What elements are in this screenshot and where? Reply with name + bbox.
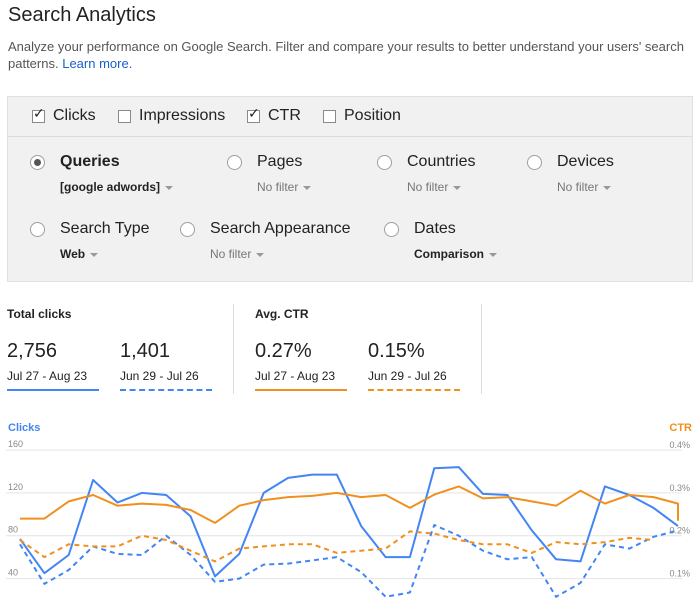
chevron-down-icon bbox=[489, 252, 498, 257]
dates-dropdown[interactable]: Comparison bbox=[414, 247, 498, 261]
avg-ctr-previous[interactable]: 0.15% Jun 29 - Jul 26 bbox=[368, 340, 460, 391]
chevron-down-icon bbox=[165, 185, 173, 190]
pages-radio[interactable] bbox=[227, 155, 242, 170]
search-appearance-label: Search Appearance bbox=[210, 220, 351, 237]
ctr-current-series-line bbox=[20, 485, 679, 524]
pages-filter-value: No filter bbox=[257, 180, 299, 194]
devices-radio[interactable] bbox=[527, 155, 542, 170]
dates-radio[interactable] bbox=[384, 222, 399, 237]
devices-filter-dropdown[interactable]: No filter bbox=[557, 180, 612, 194]
dimension-search-appearance[interactable]: Search Appearance No filter bbox=[180, 220, 380, 264]
avg-ctr-current-range: Jul 27 - Aug 23 bbox=[255, 369, 336, 383]
queries-filter-dropdown[interactable]: [google adwords] bbox=[60, 180, 173, 194]
chevron-down-icon bbox=[303, 185, 312, 190]
stats-divider bbox=[233, 304, 234, 394]
ctr-checkbox[interactable]: CTR bbox=[247, 106, 301, 125]
search-appearance-dropdown[interactable]: No filter bbox=[210, 247, 265, 261]
total-clicks-previous-range: Jun 29 - Jul 26 bbox=[120, 369, 199, 383]
queries-filter-value: [google adwords] bbox=[60, 180, 160, 194]
ctr-axis-label: CTR bbox=[669, 422, 692, 434]
search-type-label: Search Type bbox=[60, 220, 150, 237]
dimension-search-type[interactable]: Search Type Web bbox=[30, 220, 180, 264]
search-type-value: Web bbox=[60, 247, 86, 261]
position-checkbox-box[interactable] bbox=[323, 109, 336, 123]
search-type-dropdown[interactable]: Web bbox=[60, 247, 99, 261]
total-clicks-heading: Total clicks bbox=[7, 307, 72, 321]
description-text: Analyze your performance on Google Searc… bbox=[8, 39, 684, 71]
chevron-down-icon bbox=[603, 185, 612, 190]
countries-filter-dropdown[interactable]: No filter bbox=[407, 180, 462, 194]
ctr-previous-series-line bbox=[19, 530, 654, 563]
total-clicks-current[interactable]: 2,756 Jul 27 - Aug 23 bbox=[7, 340, 99, 391]
dates-value: Comparison bbox=[414, 247, 485, 261]
total-clicks-current-value: 2,756 bbox=[7, 340, 58, 362]
left-tick-label: 80 bbox=[8, 525, 18, 535]
right-tick-label: 0.4% bbox=[669, 440, 690, 450]
avg-ctr-current[interactable]: 0.27% Jul 27 - Aug 23 bbox=[255, 340, 347, 391]
dashed-line-swatch bbox=[368, 389, 460, 391]
devices-filter-value: No filter bbox=[557, 180, 599, 194]
dimension-countries[interactable]: Countries No filter bbox=[377, 153, 517, 197]
chevron-down-icon bbox=[453, 185, 462, 190]
summary-stats: Total clicks 2,756 Jul 27 - Aug 23 1,401… bbox=[0, 300, 700, 410]
left-tick-label: 160 bbox=[8, 439, 23, 449]
dimension-devices[interactable]: Devices No filter bbox=[527, 153, 667, 197]
clicks-previous-series-line bbox=[19, 524, 679, 598]
pages-label: Pages bbox=[257, 153, 303, 170]
left-tick-label: 120 bbox=[8, 482, 23, 492]
countries-filter-value: No filter bbox=[407, 180, 449, 194]
search-appearance-value: No filter bbox=[210, 247, 252, 261]
chevron-down-icon bbox=[90, 252, 99, 257]
right-tick-label: 0.3% bbox=[669, 483, 690, 493]
avg-ctr-previous-range: Jun 29 - Jul 26 bbox=[368, 369, 447, 383]
solid-line-swatch bbox=[7, 389, 99, 391]
learn-more-link[interactable]: Learn more. bbox=[62, 56, 133, 71]
dimension-pages[interactable]: Pages No filter bbox=[227, 153, 367, 197]
clicks-checkbox-label: Clicks bbox=[53, 107, 96, 124]
position-checkbox[interactable]: Position bbox=[323, 107, 401, 125]
search-appearance-radio[interactable] bbox=[180, 222, 195, 237]
clicks-current-series-line bbox=[19, 466, 679, 578]
avg-ctr-current-value: 0.27% bbox=[255, 340, 312, 362]
left-tick-label: 40 bbox=[8, 568, 18, 578]
impressions-checkbox-label: Impressions bbox=[139, 107, 226, 124]
solid-line-swatch bbox=[255, 389, 347, 391]
right-tick-label: 0.1% bbox=[669, 569, 690, 579]
total-clicks-previous[interactable]: 1,401 Jun 29 - Jul 26 bbox=[120, 340, 212, 391]
countries-radio[interactable] bbox=[377, 155, 392, 170]
search-type-radio[interactable] bbox=[30, 222, 45, 237]
dates-label: Dates bbox=[414, 220, 456, 237]
ctr-checkbox-box[interactable] bbox=[247, 106, 260, 123]
queries-radio[interactable] bbox=[30, 155, 45, 170]
dashed-line-swatch bbox=[120, 389, 212, 391]
impressions-checkbox-box[interactable] bbox=[118, 109, 131, 123]
metric-selector: Clicks Impressions CTR Position bbox=[8, 97, 692, 137]
performance-chart[interactable]: 160 120 80 40 0.4% 0.3% 0.2% 0.1% bbox=[0, 436, 700, 603]
countries-label: Countries bbox=[407, 153, 476, 170]
total-clicks-current-range: Jul 27 - Aug 23 bbox=[7, 369, 88, 383]
stats-divider bbox=[481, 304, 482, 394]
devices-label: Devices bbox=[557, 153, 614, 170]
impressions-checkbox[interactable]: Impressions bbox=[118, 107, 225, 125]
queries-label: Queries bbox=[60, 153, 120, 170]
ctr-checkbox-label: CTR bbox=[268, 107, 301, 124]
clicks-axis-label: Clicks bbox=[8, 422, 41, 434]
clicks-checkbox[interactable]: Clicks bbox=[32, 106, 96, 125]
total-clicks-previous-value: 1,401 bbox=[120, 340, 171, 362]
page-title: Search Analytics bbox=[8, 4, 156, 26]
right-tick-label: 0.2% bbox=[669, 526, 690, 536]
pages-filter-dropdown[interactable]: No filter bbox=[257, 180, 312, 194]
filter-panel: Clicks Impressions CTR Position Queries … bbox=[7, 96, 693, 282]
dimension-dates[interactable]: Dates Comparison bbox=[384, 220, 544, 264]
position-checkbox-label: Position bbox=[344, 107, 401, 124]
avg-ctr-heading: Avg. CTR bbox=[255, 307, 309, 321]
clicks-checkbox-box[interactable] bbox=[32, 106, 45, 123]
dimension-queries[interactable]: Queries [google adwords] bbox=[30, 153, 220, 197]
page-description: Analyze your performance on Google Searc… bbox=[8, 38, 688, 72]
avg-ctr-previous-value: 0.15% bbox=[368, 340, 425, 362]
chevron-down-icon bbox=[256, 252, 265, 257]
